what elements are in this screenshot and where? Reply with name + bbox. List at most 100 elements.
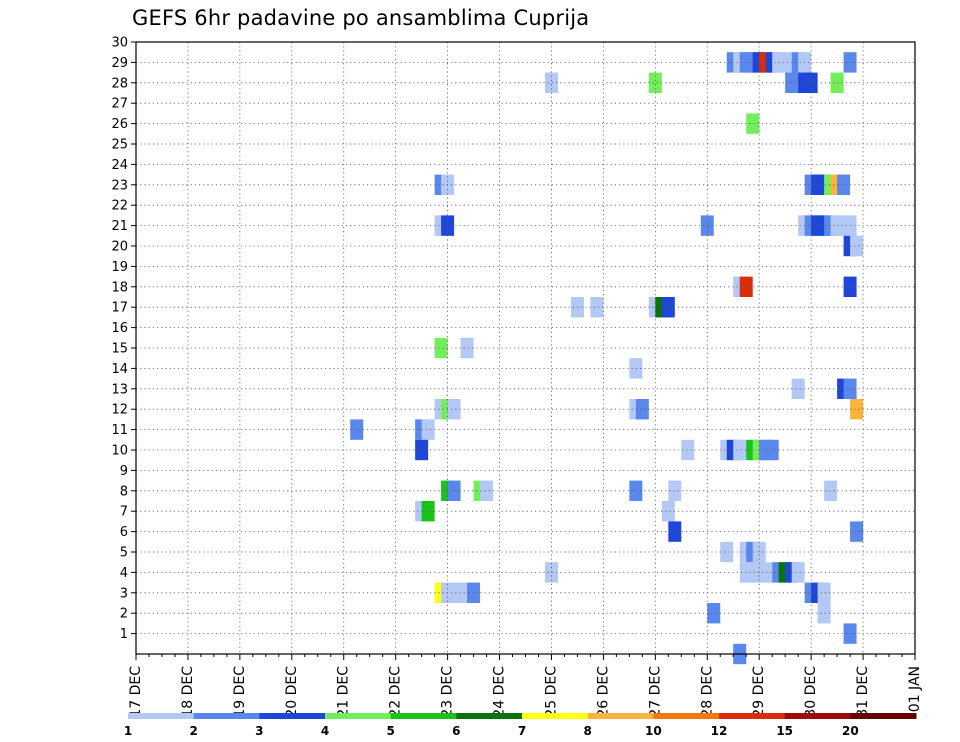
- colorbar-swatch: [653, 713, 720, 719]
- y-tick-label: 23: [111, 178, 128, 193]
- y-tick-label: 11: [111, 423, 128, 438]
- heatmap-cell: [467, 582, 481, 603]
- heatmap-cell: [850, 235, 864, 257]
- y-tick-label: 9: [120, 464, 128, 479]
- colorbar-swatch: [850, 713, 917, 719]
- heatmap-cell: [720, 541, 734, 563]
- y-tick-label: 12: [111, 403, 128, 418]
- colorbar-label: 5: [386, 724, 394, 738]
- colorbar-label: 8: [583, 724, 591, 738]
- x-tick-label: 19 DEC: [232, 666, 248, 718]
- colorbar-swatch: [719, 713, 786, 719]
- y-tick-label: 18: [111, 280, 128, 295]
- heatmap-cell: [752, 541, 766, 563]
- x-tick-label: 26 DEC: [595, 666, 611, 718]
- heatmap-cell: [681, 439, 695, 461]
- x-tick-label: 22 DEC: [388, 666, 404, 718]
- y-tick-label: 13: [111, 382, 128, 397]
- colorbar-label: 7: [518, 724, 526, 738]
- grid-lines: [136, 41, 915, 654]
- y-tick-label: 16: [111, 321, 128, 336]
- colorbar-label: 1: [124, 724, 132, 738]
- heatmap-cell: [661, 297, 675, 318]
- heatmap-cell: [817, 582, 831, 603]
- heatmap-cell: [817, 603, 831, 624]
- y-tick-label: 4: [120, 566, 128, 581]
- heatmap-cell: [350, 419, 364, 440]
- colorbar-swatch: [390, 713, 457, 719]
- heatmap-cell: [830, 72, 844, 93]
- x-tick-label: 30 DEC: [803, 666, 819, 718]
- colorbar-swatch: [259, 713, 326, 719]
- x-axis: 17 DEC 18 DEC 19 DEC 20 DEC 21 DEC 22 DEC 23 D…: [128, 654, 923, 718]
- heatmap-cell: [421, 501, 435, 522]
- y-tick-label: 19: [111, 260, 128, 275]
- colorbar-swatch: [456, 713, 523, 719]
- y-tick-label: 1: [120, 627, 128, 642]
- y-tick-label: 7: [120, 505, 128, 520]
- y-tick-label: 20: [111, 240, 128, 255]
- colorbar-swatch: [325, 713, 392, 719]
- y-tick-label: 5: [120, 546, 128, 561]
- colorbar-swatch: [193, 713, 260, 719]
- heatmap-cell: [707, 603, 721, 624]
- colorbar-label: 2: [189, 724, 197, 738]
- heatmap-cell: [759, 562, 773, 583]
- heatmap-cell: [765, 439, 779, 461]
- heatmap-cell: [648, 72, 662, 93]
- y-tick-label: 26: [111, 117, 128, 132]
- heatmap-cell: [791, 378, 805, 399]
- y-tick-label: 21: [111, 219, 128, 234]
- y-tick-label: 22: [111, 199, 128, 214]
- x-tick-label: 17 DEC: [128, 666, 144, 718]
- y-tick-label: 10: [111, 444, 128, 459]
- y-axis: 1234567891011121314151617181920212223242…: [111, 36, 136, 642]
- y-tick-label: 3: [120, 586, 128, 601]
- y-tick-label: 27: [111, 97, 128, 112]
- heatmap-cells: [350, 52, 864, 665]
- x-tick-label: 24 DEC: [492, 666, 508, 718]
- x-tick-label: 20 DEC: [284, 666, 300, 718]
- heatmap-cell: [447, 399, 461, 420]
- heatmap-cell: [661, 501, 675, 522]
- colorbar-legend: 1 2 3 4 5 6 7 8 10 12 15 20: [124, 713, 917, 738]
- y-tick-label: 28: [111, 76, 128, 91]
- heatmap-cell: [746, 113, 760, 134]
- colorbar-label: 4: [321, 724, 329, 738]
- colorbar-label: 6: [452, 724, 460, 738]
- y-tick-label: 2: [120, 607, 128, 622]
- colorbar-label: 15: [776, 724, 793, 738]
- colorbar-label: 3: [255, 724, 263, 738]
- colorbar-swatch: [128, 713, 195, 719]
- heatmap-cell: [837, 174, 851, 195]
- y-tick-label: 29: [111, 56, 128, 71]
- x-tick-label: 21 DEC: [336, 666, 352, 718]
- colorbar-swatch: [784, 713, 851, 719]
- x-tick-label: 23 DEC: [440, 666, 456, 718]
- heatmap-cell: [590, 297, 604, 318]
- x-tick-label: 18 DEC: [180, 666, 196, 718]
- heatmap-cell: [635, 399, 649, 420]
- x-tick-label: 27 DEC: [647, 666, 663, 718]
- x-tick-label: 31 DEC: [855, 666, 871, 718]
- heatmap-cell: [824, 480, 838, 501]
- heatmap-cell: [850, 521, 864, 542]
- heatmap-cell: [739, 276, 753, 297]
- heatmap-cell: [460, 337, 474, 359]
- y-tick-label: 30: [111, 36, 128, 51]
- y-tick-label: 6: [120, 525, 128, 540]
- y-tick-label: 24: [111, 158, 128, 173]
- heatmap-cell: [668, 521, 682, 542]
- x-tick-label: 25 DEC: [543, 666, 559, 718]
- x-tick-label: 28 DEC: [699, 666, 715, 718]
- chart-title: GEFS 6hr padavine po ansamblima Cuprija: [132, 6, 590, 30]
- heatmap-cell: [421, 419, 435, 440]
- y-tick-label: 15: [111, 342, 128, 357]
- x-tick-label: 29 DEC: [751, 666, 767, 718]
- colorbar-swatch: [522, 713, 589, 719]
- heatmap-cell: [544, 72, 558, 93]
- y-tick-label: 25: [111, 138, 128, 153]
- y-tick-label: 14: [111, 362, 128, 377]
- y-tick-label: 8: [120, 484, 128, 499]
- heatmap-cell: [434, 337, 448, 359]
